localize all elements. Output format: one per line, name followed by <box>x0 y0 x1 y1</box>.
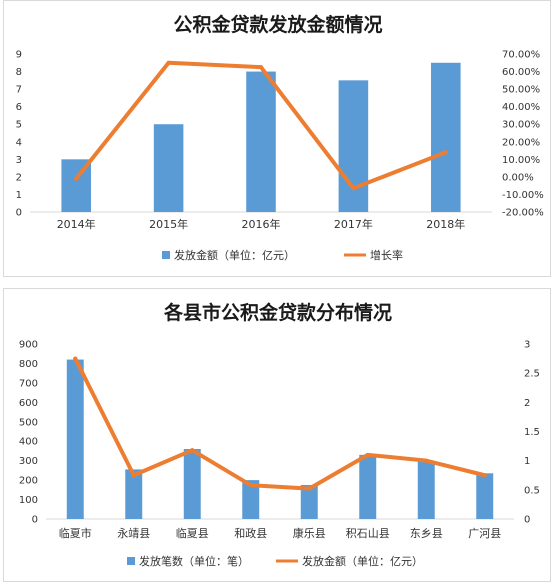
y-left-tick-label: 7 <box>16 85 22 96</box>
chart-panel-county-distribution: 各县市公积金贷款分布情况 0 100 200 300 400 500 600 700 800 90… <box>3 288 551 582</box>
line-point <box>365 452 370 457</box>
x-tick-label: 2015年 <box>149 217 188 231</box>
y-right-tick-label: 1.5 <box>524 427 540 438</box>
y-left-tick-label: 800 <box>19 359 38 370</box>
bar <box>246 71 276 212</box>
bar <box>431 62 461 213</box>
chart-title: 各县市公积金贷款分布情况 <box>163 301 392 324</box>
bar <box>359 454 377 519</box>
y-left-tick-label: 1 <box>16 190 22 201</box>
y-left-tick-label: 4 <box>16 137 22 148</box>
chart-title: 公积金贷款发放金额情况 <box>173 13 382 36</box>
bar <box>417 461 435 519</box>
bar <box>338 80 369 212</box>
y-left-tick-label: 5 <box>16 120 22 131</box>
y-left-tick-label: 300 <box>19 456 38 467</box>
y-right-tick-label: 70.00% <box>502 50 540 61</box>
y-right-tick-label: 20.00% <box>502 137 540 148</box>
x-tick-label: 临夏县 <box>176 526 209 540</box>
bar <box>476 473 494 519</box>
line-point <box>482 473 487 478</box>
legend-label: 发放金额（单位：亿元） <box>174 248 295 262</box>
y-right-tick-label: 1 <box>524 456 530 467</box>
legend-swatch-bar <box>127 557 135 565</box>
legend-label: 增长率 <box>370 248 403 262</box>
x-tick-label: 2018年 <box>426 217 465 231</box>
bar <box>300 484 318 519</box>
line-point <box>307 486 312 491</box>
x-tick-label: 广河县 <box>468 527 501 540</box>
y-left-tick-label: 500 <box>19 417 38 428</box>
y-right-tick-label: 3 <box>524 340 530 351</box>
y-right-tick-label: 0.00% <box>502 172 534 183</box>
bar <box>242 480 260 519</box>
y-left-tick-label: 0 <box>32 515 38 526</box>
x-tick-label: 东乡县 <box>410 527 443 540</box>
line-point <box>443 150 448 155</box>
x-tick-label: 2016年 <box>242 217 281 231</box>
y-right-tick-label: 2 <box>524 398 530 409</box>
y-right-tick-label: 10.00% <box>502 155 540 166</box>
legend-label: 发放笔数（单位：笔） <box>139 554 249 568</box>
y-left-tick-label: 100 <box>19 495 38 506</box>
y-left-tick-label: 6 <box>16 102 22 113</box>
y-right-tick-label: -10.00% <box>502 190 544 201</box>
chart-panel-loan-amount: 公积金贷款发放金额情况 0 1 2 3 4 5 6 7 8 9 -20.00% -10.00% 0.00… <box>3 0 551 277</box>
line-point <box>74 176 79 181</box>
line-point <box>190 448 195 453</box>
y-left-tick-label: 0 <box>16 208 22 219</box>
x-tick-label: 积石山县 <box>346 527 390 540</box>
x-tick-label: 临夏市 <box>59 526 92 540</box>
y-right-tick-label: 40.00% <box>502 102 540 113</box>
x-tick-label: 2017年 <box>334 217 373 231</box>
legend-label: 发放金额（单位：亿元） <box>302 554 423 568</box>
y-right-tick-label: 30.00% <box>502 120 540 131</box>
line-point <box>166 60 171 65</box>
chart-loan-amount: 公积金贷款发放金额情况 0 1 2 3 4 5 6 7 8 9 -20.00% -10.00% 0.00… <box>16 13 544 262</box>
bar <box>153 124 184 212</box>
x-tick-label: 2014年 <box>57 217 96 231</box>
y-right-tick-label: 0.5 <box>524 485 540 496</box>
y-left-tick-label: 2 <box>16 172 22 183</box>
line-point <box>248 483 253 488</box>
line-point <box>424 458 429 463</box>
y-left-tick-label: 8 <box>16 67 22 78</box>
bar <box>183 449 201 519</box>
line-point <box>351 186 356 191</box>
line-point <box>131 473 136 478</box>
line-point <box>259 65 263 70</box>
line-point <box>73 356 78 361</box>
y-right-tick-label: 60.00% <box>502 67 540 78</box>
y-left-tick-label: 600 <box>19 398 38 409</box>
y-right-tick-label: 0 <box>524 515 530 526</box>
series-line <box>73 356 487 491</box>
y-right-tick-label: -20.00% <box>502 208 544 219</box>
x-tick-label: 康乐县 <box>293 526 326 540</box>
x-tick-label: 永靖县 <box>117 526 150 540</box>
chart-county-distribution: 各县市公积金贷款分布情况 0 100 200 300 400 500 600 700 800 90… <box>19 301 540 568</box>
y-right-tick-label: 50.00% <box>502 85 540 96</box>
y-left-tick-label: 400 <box>19 437 38 448</box>
x-tick-label: 和政县 <box>234 526 267 540</box>
y-left-tick-label: 900 <box>19 340 38 351</box>
bar <box>66 359 84 519</box>
y-left-tick-label: 9 <box>16 50 22 61</box>
y-right-tick-label: 2.5 <box>524 369 540 380</box>
bar <box>125 469 143 519</box>
y-left-tick-label: 200 <box>19 476 38 487</box>
legend-swatch-bar <box>162 251 170 259</box>
y-left-tick-label: 700 <box>19 378 38 389</box>
y-left-tick-label: 3 <box>16 155 22 166</box>
